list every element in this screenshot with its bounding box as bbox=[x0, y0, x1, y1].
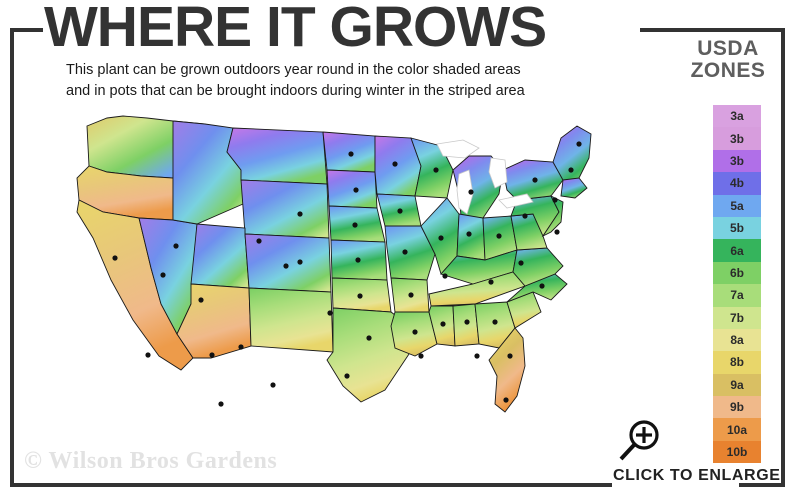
lake-superior bbox=[436, 139, 480, 159]
region-indiana bbox=[456, 213, 486, 261]
legend-swatch-label: 9a bbox=[730, 377, 744, 392]
legend-swatch-label: 7b bbox=[729, 310, 744, 325]
region-south-dakota bbox=[326, 169, 378, 209]
region-utah bbox=[190, 223, 250, 289]
region-florida bbox=[488, 327, 526, 413]
frame-border-bottom-right bbox=[739, 483, 785, 487]
subtitle-line-1: This plant can be grown outdoors year ro… bbox=[66, 62, 521, 78]
legend-swatch-label: 8a bbox=[730, 333, 744, 348]
click-to-enlarge-label[interactable]: CLICK TO ENLARGE bbox=[613, 467, 781, 484]
lake-michigan bbox=[456, 169, 474, 215]
legend-swatch-label: 8b bbox=[729, 355, 744, 370]
region-alabama bbox=[452, 303, 480, 347]
frame-border-left bbox=[10, 28, 14, 487]
page-title: WHERE IT GROWS bbox=[44, 0, 547, 59]
region-north-dakota bbox=[322, 131, 376, 173]
legend-swatch-7b: 7b bbox=[713, 306, 761, 329]
region-new-mexico bbox=[248, 287, 334, 353]
legend-swatch-label: 3b bbox=[729, 153, 744, 168]
usda-zone-legend: 3a 3b 3b 4b 5a 5b 6a 6b 7a 7b 8a 8b 9a 9b 10a 10b bbox=[713, 105, 761, 464]
legend-swatch-label: 7a bbox=[730, 288, 744, 303]
legend-swatch-5a: 5a bbox=[713, 194, 761, 217]
map-svg bbox=[76, 115, 592, 413]
legend-swatch-label: 5b bbox=[729, 221, 744, 236]
legend-swatch-3b: 3b bbox=[713, 127, 761, 150]
legend-swatch-9b: 9b bbox=[713, 396, 761, 419]
legend-swatch-label: 10a bbox=[726, 422, 748, 437]
legend-swatch-label: 6a bbox=[730, 243, 744, 258]
frame-border-right bbox=[781, 28, 785, 487]
legend-swatch-label: 5a bbox=[730, 198, 744, 213]
region-wyoming bbox=[240, 179, 330, 239]
legend-swatch-10a: 10a bbox=[713, 418, 761, 441]
usda-zone-map[interactable] bbox=[55, 108, 615, 438]
legend-swatch-3b: 3b bbox=[713, 149, 761, 173]
legend-swatch-label: 10b bbox=[726, 445, 748, 460]
legend-swatch-9a: 9a bbox=[713, 373, 761, 397]
lake-huron bbox=[488, 157, 508, 189]
legend-swatch-label: 6b bbox=[729, 265, 744, 280]
region-massachusetts bbox=[560, 177, 588, 199]
lake-erie-ontario bbox=[498, 193, 534, 209]
watermark-copyright: © Wilson Bros Gardens bbox=[24, 448, 278, 474]
legend-swatch-label: 9b bbox=[729, 400, 744, 415]
legend-swatch-label: 3a bbox=[730, 109, 744, 124]
legend-swatch-8b: 8b bbox=[713, 351, 761, 374]
subtitle-text: This plant can be grown outdoors year ro… bbox=[66, 60, 626, 102]
frame-border-top-left bbox=[10, 28, 43, 32]
legend-swatch-10b: 10b bbox=[713, 440, 761, 464]
region-montana bbox=[226, 127, 328, 185]
legend-heading: USDA ZONES bbox=[676, 38, 780, 82]
legend-swatch-3a: 3a bbox=[713, 105, 761, 128]
legend-heading-line-2: ZONES bbox=[690, 59, 766, 82]
legend-swatch-6a: 6a bbox=[713, 239, 761, 262]
great-lakes bbox=[436, 139, 534, 215]
legend-swatch-6b: 6b bbox=[713, 261, 761, 285]
legend-swatch-4b: 4b bbox=[713, 172, 761, 195]
legend-swatch-7a: 7a bbox=[713, 284, 761, 307]
legend-swatch-8a: 8a bbox=[713, 328, 761, 352]
map-regions bbox=[76, 115, 592, 413]
city-dots bbox=[112, 141, 582, 407]
subtitle-line-2: and in pots that can be brought indoors … bbox=[66, 83, 525, 99]
region-mid-atlantic bbox=[541, 194, 564, 238]
legend-swatch-5b: 5b bbox=[713, 216, 761, 240]
legend-swatch-label: 4b bbox=[729, 176, 744, 191]
legend-heading-line-1: USDA bbox=[697, 37, 759, 60]
magnifier-plus-icon[interactable] bbox=[617, 418, 663, 464]
legend-swatch-label: 3b bbox=[729, 131, 744, 146]
frame-border-top-right bbox=[640, 28, 785, 32]
frame-border-bottom-left bbox=[10, 483, 612, 487]
